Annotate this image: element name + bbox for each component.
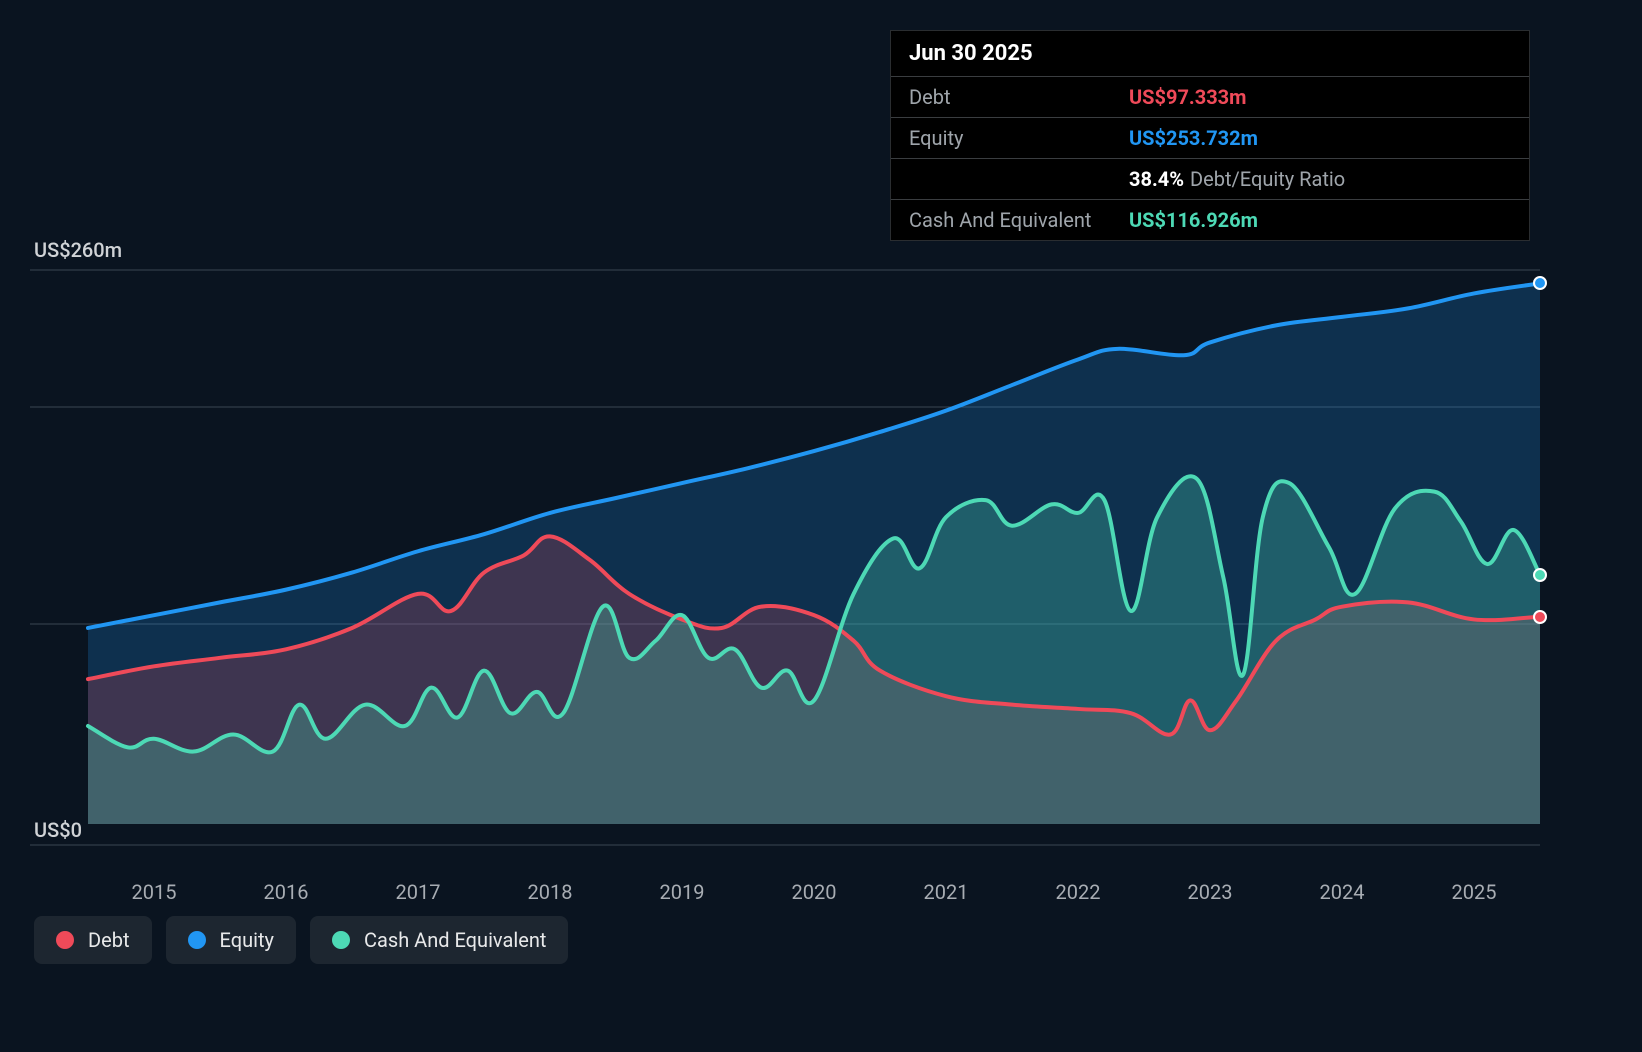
x-axis-label: 2017 bbox=[396, 880, 441, 904]
x-axis-label: 2020 bbox=[792, 880, 837, 904]
x-axis-label: 2025 bbox=[1452, 880, 1497, 904]
legend-item-cash-and-equivalent[interactable]: Cash And Equivalent bbox=[310, 916, 568, 964]
tooltip-row-label: Debt bbox=[909, 85, 1129, 109]
y-axis-label: US$260m bbox=[34, 238, 122, 262]
tooltip-row-value: US$253.732m bbox=[1129, 126, 1258, 150]
x-axis-label: 2019 bbox=[660, 880, 705, 904]
x-axis-label: 2015 bbox=[132, 880, 177, 904]
tooltip-row-label: Cash And Equivalent bbox=[909, 208, 1129, 232]
legend-label: Cash And Equivalent bbox=[364, 928, 546, 952]
debt-end-marker bbox=[1533, 610, 1547, 624]
cash-end-marker bbox=[1533, 568, 1547, 582]
legend-label: Equity bbox=[220, 928, 274, 952]
tooltip-row-label: Equity bbox=[909, 126, 1129, 150]
tooltip-row-value: US$97.333m bbox=[1129, 85, 1246, 109]
legend-dot-icon bbox=[56, 931, 74, 949]
x-axis-label: 2018 bbox=[528, 880, 573, 904]
x-axis-label: 2021 bbox=[924, 880, 969, 904]
legend-item-equity[interactable]: Equity bbox=[166, 916, 296, 964]
y-axis-label: US$0 bbox=[34, 818, 82, 842]
tooltip-row: DebtUS$97.333m bbox=[891, 76, 1529, 117]
x-axis-label: 2022 bbox=[1056, 880, 1101, 904]
tooltip-row-label bbox=[909, 167, 1129, 191]
x-axis-label: 2024 bbox=[1320, 880, 1365, 904]
legend-dot-icon bbox=[188, 931, 206, 949]
x-axis-label: 2023 bbox=[1188, 880, 1233, 904]
tooltip-row: EquityUS$253.732m bbox=[891, 117, 1529, 158]
x-axis-label: 2016 bbox=[264, 880, 309, 904]
tooltip-row-value: 38.4%Debt/Equity Ratio bbox=[1129, 167, 1345, 191]
financial-chart: US$0 US$260m 2015 2016 2017 2018 2019 2020 2021… bbox=[0, 0, 1642, 1052]
legend-item-debt[interactable]: Debt bbox=[34, 916, 152, 964]
tooltip-row-value: US$116.926m bbox=[1129, 208, 1258, 232]
tooltip-row: 38.4%Debt/Equity Ratio bbox=[891, 158, 1529, 199]
tooltip-date: Jun 30 2025 bbox=[891, 41, 1529, 76]
tooltip-row: Cash And EquivalentUS$116.926m bbox=[891, 199, 1529, 240]
chart-legend: Debt Equity Cash And Equivalent bbox=[34, 916, 568, 964]
legend-dot-icon bbox=[332, 931, 350, 949]
legend-label: Debt bbox=[88, 928, 130, 952]
chart-tooltip: Jun 30 2025 DebtUS$97.333mEquityUS$253.7… bbox=[890, 30, 1530, 241]
tooltip-row-suffix: Debt/Equity Ratio bbox=[1190, 167, 1345, 191]
equity-end-marker bbox=[1533, 276, 1547, 290]
